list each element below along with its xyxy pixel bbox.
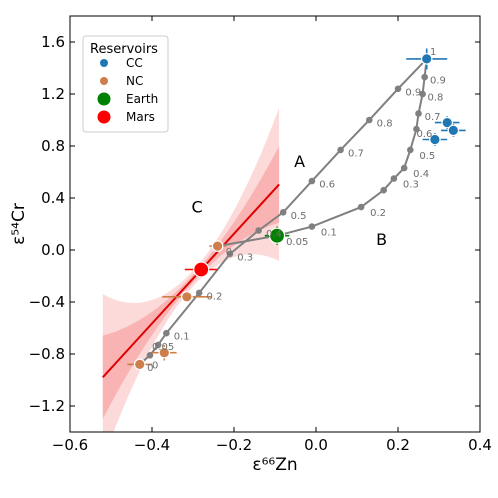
mixing-point-B-3 <box>357 203 365 211</box>
y-tick-label-2: −0.4 <box>29 293 65 311</box>
legend-marker-cc <box>100 59 108 67</box>
fraction-label-nc-0: 0.05 <box>152 342 174 353</box>
legend: Reservoirs CC NC Earth Mars <box>82 35 169 133</box>
fraction-label-nc-1: 0 <box>152 360 158 371</box>
mixing-point-B-9 <box>415 110 422 117</box>
regression-band-inner <box>102 146 280 419</box>
point-cc-2 <box>447 124 460 137</box>
mixing-fraction-labels: 00.10.20.30.40.50.60.70.80.900.050.10.20… <box>147 47 446 374</box>
y-tick-label-5: 0.8 <box>41 137 65 155</box>
legend-title: Reservoirs <box>90 42 158 57</box>
point-nc-7 <box>133 358 146 371</box>
mixing-curves <box>136 55 431 368</box>
legend-label-cc: CC <box>126 56 143 70</box>
y-tick-label-7: 1.6 <box>41 33 65 51</box>
mixing-point-A-3 <box>163 329 170 337</box>
point-nc-5 <box>181 290 193 303</box>
point-mars-9 <box>193 261 210 278</box>
mixing-point-A-8 <box>308 177 316 185</box>
mixing-point-A-9 <box>337 146 344 154</box>
y-axis-label: ε⁵⁴Cr <box>9 203 29 245</box>
fraction-label-B-5: 0.3 <box>403 180 419 191</box>
regression-confidence-bands <box>102 107 280 432</box>
legend-marker-earth <box>97 92 111 106</box>
plot-frame <box>69 15 481 433</box>
y-tick-label-6: 1.2 <box>41 85 65 103</box>
fraction-label-B-3: 0.2 <box>370 208 386 219</box>
mixing-point-A-11 <box>394 85 402 93</box>
point-nc-6 <box>158 346 171 359</box>
mixing-point-B-5 <box>390 175 398 182</box>
mixing-point-A-5 <box>226 250 234 258</box>
legend-marker-nc <box>100 77 108 85</box>
x-tick-label-2: −0.2 <box>216 436 252 454</box>
mixing-point-B-10 <box>419 90 426 98</box>
point-cc-0 <box>420 53 433 65</box>
mixing-point-A-6 <box>255 227 262 234</box>
curve-annotations: A B C <box>192 152 388 249</box>
y-tick-label-0: −1.2 <box>29 397 65 415</box>
fraction-label-A-11: 0.9 <box>405 87 421 98</box>
mixing-point-A-1 <box>146 352 154 359</box>
legend-label-nc: NC <box>126 74 143 88</box>
fraction-label-B-upper-0: 0.9 <box>430 76 446 87</box>
y-tick-label-4: 0.4 <box>41 189 65 207</box>
fraction-label-A-0: 0 <box>147 363 153 374</box>
fraction-label-B-upper-2: 0.7 <box>425 112 441 123</box>
legend-entries: CC NC Earth Mars <box>97 56 158 124</box>
reservoir-points <box>133 53 460 371</box>
mixing-point-B-2 <box>308 223 316 230</box>
point-cc-3 <box>429 133 441 146</box>
fraction-label-A-upper-0: 1 <box>430 47 436 58</box>
curve-annotation-B: B <box>376 230 387 249</box>
point-nc-4 <box>211 240 224 252</box>
fraction-label-B-upper-1: 0.8 <box>428 93 444 104</box>
x-tick-label-3: 0.0 <box>304 436 328 454</box>
curve-annotation-C: C <box>192 197 203 216</box>
mixing-point-B-7 <box>407 146 414 154</box>
fraction-label-A-5: 0.3 <box>237 252 253 263</box>
mixing-point-A-10 <box>366 116 373 124</box>
fraction-label-A-10: 0.8 <box>377 119 393 130</box>
curve-annotation-A: A <box>294 152 305 171</box>
legend-label-earth: Earth <box>126 92 158 106</box>
mixing-point-A-7 <box>279 209 287 216</box>
x-tick-label-4: 0.2 <box>386 436 410 454</box>
regression-band-outer <box>102 107 280 432</box>
fraction-label-A-6: 0.4 <box>266 229 282 240</box>
regression-line <box>102 183 280 378</box>
mixing-point-A-2 <box>154 341 162 349</box>
fraction-label-A-9: 0.7 <box>348 148 364 159</box>
regression-line-group <box>102 183 280 378</box>
fraction-label-A-7: 0.5 <box>291 211 307 222</box>
point-cc-1 <box>441 116 453 129</box>
x-axis-label: ε⁶⁶Zn <box>252 455 297 475</box>
mixing-point-B-4 <box>380 186 387 194</box>
point-earth-8 <box>268 227 286 244</box>
x-tick-label-5: 0.4 <box>468 436 492 454</box>
fraction-label-B-6: 0.4 <box>413 169 429 180</box>
mixing-point-B-6 <box>400 164 408 172</box>
fraction-label-A-3: 0.1 <box>174 332 190 343</box>
y-tick-label-3: 0.0 <box>41 241 65 259</box>
mixing-point-B-8 <box>413 125 420 133</box>
fraction-label-A-8: 0.6 <box>319 180 335 191</box>
mixing-point-B-11 <box>421 73 428 81</box>
fraction-label-B-upper-3: 0.6 <box>416 129 432 140</box>
fraction-label-A-4: 0.2 <box>207 291 223 302</box>
fraction-label-B-1: 0.05 <box>286 237 308 248</box>
x-tick-label-1: −0.4 <box>134 436 170 454</box>
axis-ticks: −0.6 −0.4 −0.2 0.0 0.2 0.4−1.2−0.8−0.40.00.40… <box>29 16 492 454</box>
legend-label-mars: Mars <box>126 110 155 124</box>
fraction-label-B-0: 0 <box>226 247 232 258</box>
mixing-point-A-4 <box>195 289 203 297</box>
fraction-label-B-7: 0.5 <box>419 151 435 162</box>
x-tick-label-0: −0.6 <box>52 436 88 454</box>
y-tick-label-1: −0.8 <box>29 345 65 363</box>
fraction-label-B-2: 0.1 <box>321 228 337 239</box>
legend-marker-mars <box>97 110 111 124</box>
